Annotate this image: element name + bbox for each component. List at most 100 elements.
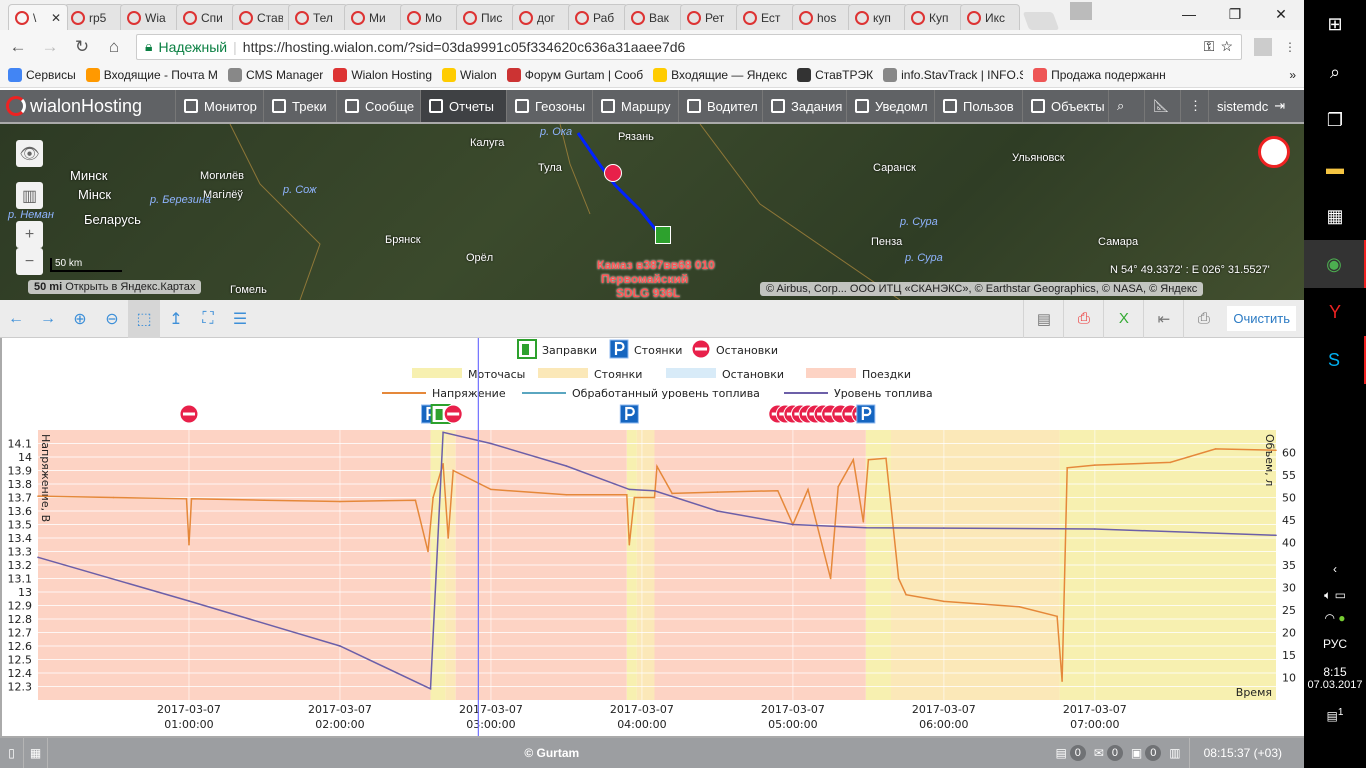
- legend-stop-icon[interactable]: [691, 339, 711, 359]
- browser-tab[interactable]: \ ✕: [8, 4, 68, 30]
- new-tab-button[interactable]: [1022, 12, 1060, 30]
- unit-label[interactable]: Первомайский: [601, 272, 689, 286]
- bookmark-item[interactable]: Сервисы: [8, 68, 76, 82]
- chrome-icon[interactable]: ◉: [1304, 240, 1366, 288]
- browser-tab[interactable]: Мо: [400, 4, 460, 30]
- more-bookmarks[interactable]: »: [1289, 68, 1296, 82]
- nav-item[interactable]: Сообще: [337, 90, 421, 122]
- nav-item[interactable]: Отчеты: [421, 90, 507, 122]
- notifications-icon[interactable]: ▤1: [1326, 707, 1344, 723]
- browser-tab[interactable]: hos: [792, 4, 852, 30]
- chart[interactable]: Заправки Стоянки Остановки Моточасы Стоянки О…: [0, 338, 1304, 738]
- explorer-icon[interactable]: ▬: [1326, 157, 1344, 178]
- x-axis-zoom-icon[interactable]: ↥: [169, 310, 183, 328]
- key-icon[interactable]: ⚿: [1203, 38, 1215, 54]
- nav-item[interactable]: Маршру: [593, 90, 679, 122]
- bookmark-item[interactable]: Входящие - Почта М: [85, 68, 218, 82]
- unit-label[interactable]: Камаз в387вв68 010: [597, 258, 715, 272]
- pdf-extension-icon[interactable]: [1254, 37, 1272, 56]
- open-yandex-link[interactable]: 50 mi Открыть в Яндекс.Картах: [28, 280, 202, 294]
- search-button[interactable]: ⌕: [1109, 90, 1145, 122]
- browser-tab[interactable]: Куп: [904, 4, 964, 30]
- menu-icon[interactable]: ⋮: [1284, 39, 1296, 54]
- bookmark-item[interactable]: Wialon Hosting: [333, 68, 432, 82]
- report-icon[interactable]: ▤: [1023, 299, 1063, 338]
- zoom-select-icon[interactable]: ⬚: [128, 299, 160, 338]
- nav-item[interactable]: Водител: [679, 90, 763, 122]
- browser-tab[interactable]: Тел: [288, 4, 348, 30]
- task-view-icon[interactable]: ❐: [1326, 109, 1344, 130]
- chart-parking-marker-icon[interactable]: [856, 404, 876, 424]
- nav-item[interactable]: Пользов: [935, 90, 1023, 122]
- events-counter[interactable]: ▤ 0: [1056, 745, 1086, 761]
- print-icon[interactable]: ⎙: [1183, 299, 1223, 338]
- browser-tab[interactable]: куп: [848, 4, 908, 30]
- browser-tab[interactable]: дог: [512, 4, 572, 30]
- nav-item[interactable]: Уведомл: [847, 90, 935, 122]
- start-icon[interactable]: ⊞: [1327, 13, 1343, 34]
- pan-left-icon[interactable]: ←: [8, 309, 24, 327]
- more-menu-button[interactable]: ⋮: [1181, 90, 1209, 122]
- skype-icon[interactable]: S: [1304, 336, 1366, 384]
- browser-tab[interactable]: Спи: [176, 4, 236, 30]
- profile-button[interactable]: [1070, 2, 1092, 20]
- nav-item[interactable]: Треки: [264, 90, 337, 122]
- browser-tab[interactable]: Ест: [736, 4, 796, 30]
- search-icon[interactable]: ⌕: [1329, 61, 1341, 82]
- home-icon[interactable]: ⌂: [108, 36, 120, 56]
- legend-parking-icon[interactable]: [609, 339, 629, 359]
- series-line[interactable]: [37, 448, 1277, 682]
- show-hidden-icons[interactable]: ‹: [1333, 562, 1337, 576]
- minimize-button[interactable]: —: [1182, 6, 1196, 22]
- back-icon[interactable]: ←: [9, 36, 27, 56]
- map[interactable]: Минск Мінск Беларусь Могилёв Магілёў Калуга Ту…: [0, 124, 1304, 300]
- grid-toggle-icon[interactable]: ▦: [24, 738, 48, 768]
- address-bar[interactable]: 🔒︎ Надежный | https://hosting.wialon.com…: [136, 33, 1242, 60]
- nav-item[interactable]: Задания: [763, 90, 847, 122]
- language-indicator[interactable]: РУС: [1322, 637, 1348, 651]
- fit-icon[interactable]: ⛶: [202, 309, 214, 327]
- zoom-in-button[interactable]: +: [16, 221, 43, 248]
- visibility-button[interactable]: 👁︎: [16, 140, 43, 167]
- bookmark-item[interactable]: Продажа подержанн: [1033, 68, 1166, 82]
- unit-label[interactable]: SDLG 936L: [616, 286, 681, 300]
- bookmark-item[interactable]: info.StavTrack | INFO.S: [883, 68, 1023, 82]
- reload-icon[interactable]: ↻: [74, 36, 90, 56]
- export-pdf-icon[interactable]: ⎙: [1063, 299, 1103, 338]
- browser-tab[interactable]: Раб: [568, 4, 628, 30]
- volume-icon[interactable]: 🔈︎ ▭: [1324, 588, 1346, 602]
- messages-counter[interactable]: ✉ 0: [1094, 745, 1123, 761]
- zoom-out-icon[interactable]: ⊖: [105, 310, 119, 328]
- zoom-out-button[interactable]: −: [16, 248, 43, 275]
- wifi-icon[interactable]: ◠ ●: [1324, 611, 1346, 625]
- chart-parking-marker-icon[interactable]: [619, 404, 639, 424]
- bookmark-item[interactable]: Входящие — Яндекс: [653, 68, 787, 82]
- nav-item[interactable]: Геозоны: [507, 90, 593, 122]
- chart-stop-marker-icon[interactable]: [179, 404, 199, 424]
- panel-icon[interactable]: ▥: [1169, 746, 1181, 760]
- stop-marker-icon[interactable]: [604, 164, 622, 182]
- measure-button[interactable]: 📐︎: [1145, 90, 1181, 122]
- bookmark-item[interactable]: Форум Gurtam | Сооб: [506, 68, 643, 82]
- bookmark-item[interactable]: Wialon: [442, 68, 497, 82]
- browser-tab[interactable]: Рет: [680, 4, 740, 30]
- nav-item[interactable]: Объекты: [1023, 90, 1109, 122]
- browser-tab[interactable]: Вак: [624, 4, 684, 30]
- export-excel-icon[interactable]: X: [1103, 299, 1143, 338]
- layout-toggle-icon[interactable]: ▯: [0, 738, 24, 768]
- browser-tab[interactable]: Пис: [456, 4, 516, 30]
- bookmark-item[interactable]: CMS Manager: [227, 68, 323, 82]
- clear-button[interactable]: Очистить: [1227, 306, 1296, 331]
- import-icon[interactable]: ⇤: [1143, 299, 1183, 338]
- user-menu[interactable]: sistemdc ⇥: [1217, 98, 1286, 114]
- pan-right-icon[interactable]: →: [40, 309, 56, 327]
- browser-tab[interactable]: Став: [232, 4, 292, 30]
- nav-item[interactable]: Монитор: [176, 90, 264, 122]
- zoom-in-icon[interactable]: ⊕: [73, 310, 87, 328]
- close-window-button[interactable]: ✕: [1275, 5, 1287, 22]
- browser-tab[interactable]: rp5: [64, 4, 124, 30]
- forward-icon[interactable]: →: [41, 36, 59, 56]
- maximize-button[interactable]: ❐: [1228, 5, 1242, 22]
- close-tab-icon[interactable]: ✕: [50, 10, 61, 25]
- clock-time[interactable]: 8:15: [1323, 665, 1347, 679]
